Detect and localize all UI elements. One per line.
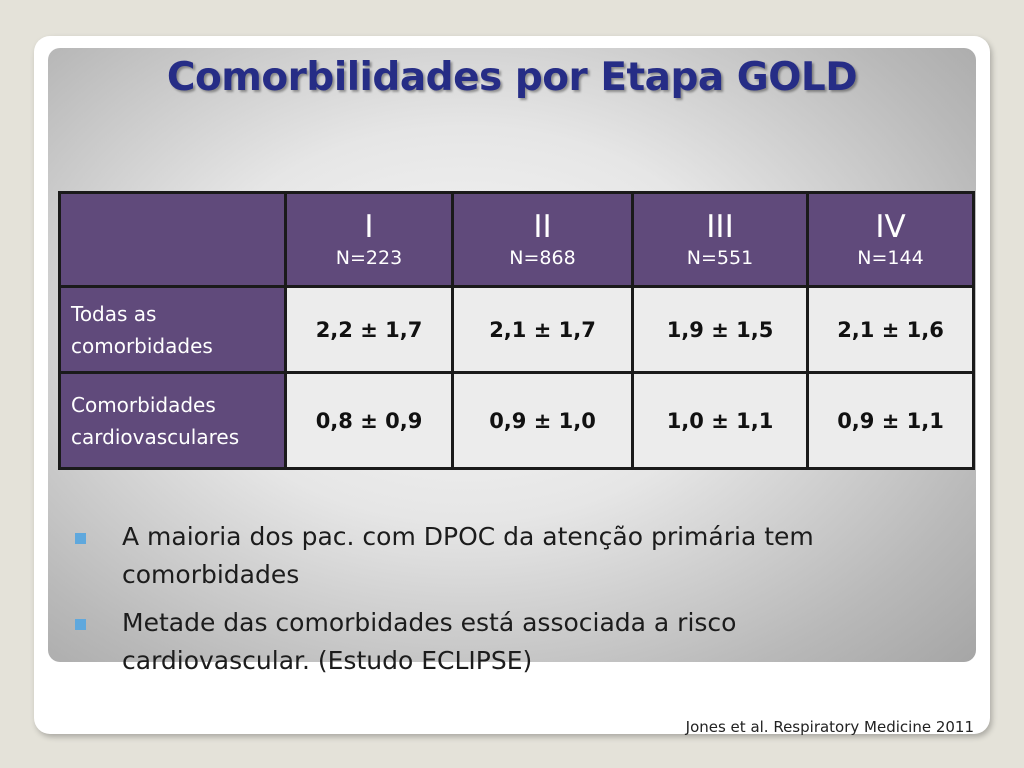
sample-size: N=868 xyxy=(509,246,576,269)
row-label: Todas as comorbidades xyxy=(58,285,287,374)
bullet-item: A maioria dos pac. com DPOC da atenção p… xyxy=(70,518,950,594)
row-label: Comorbidades cardiovasculares xyxy=(58,371,287,470)
sample-size: N=551 xyxy=(686,246,754,269)
column-header-stage-3: III N=551 xyxy=(631,191,809,288)
square-bullet-icon xyxy=(75,619,86,630)
table-cell: 0,9 ± 1,0 xyxy=(451,371,634,470)
table-header-row: I N=223 II N=868 III N=551 IV N=144 xyxy=(58,191,975,288)
stage-label: II xyxy=(533,208,552,245)
slide-title: Comorbilidades por Etapa GOLD xyxy=(166,55,858,100)
column-header-stage-4: IV N=144 xyxy=(806,191,975,288)
comorbidity-table: I N=223 II N=868 III N=551 IV N=144 Toda… xyxy=(58,191,975,470)
bullet-text: Metade das comorbidades está associada a… xyxy=(122,608,737,637)
bullet-text: cardiovascular. (Estudo ECLIPSE) xyxy=(122,646,533,675)
table-cell: 0,8 ± 0,9 xyxy=(284,371,454,470)
square-bullet-icon xyxy=(75,533,86,544)
table-row-all-comorbidities: Todas as comorbidades 2,2 ± 1,7 2,1 ± 1,… xyxy=(58,285,975,374)
bullet-item: Metade das comorbidades está associada a… xyxy=(70,604,950,680)
bullet-list: A maioria dos pac. com DPOC da atenção p… xyxy=(70,518,950,690)
stage-label: III xyxy=(706,208,734,245)
bullet-text: A maioria dos pac. com DPOC da atenção p… xyxy=(122,522,814,551)
row-label-line: Comorbidades xyxy=(71,392,216,417)
row-label-line: cardiovasculares xyxy=(71,424,240,449)
table-corner-cell xyxy=(58,191,287,288)
stage-label: IV xyxy=(875,208,906,245)
row-label-line: Todas as xyxy=(71,301,157,326)
sample-size: N=144 xyxy=(857,246,924,269)
sample-size: N=223 xyxy=(335,246,403,269)
table-cell: 0,9 ± 1,1 xyxy=(806,371,975,470)
row-label-line: comorbidades xyxy=(71,333,213,358)
column-header-stage-1: I N=223 xyxy=(284,191,454,288)
table-cell: 2,1 ± 1,7 xyxy=(451,285,634,374)
citation: Jones et al. Respiratory Medicine 2011 xyxy=(685,718,974,736)
column-header-stage-2: II N=868 xyxy=(451,191,634,288)
table-row-cardiovascular: Comorbidades cardiovasculares 0,8 ± 0,9 … xyxy=(58,371,975,470)
bullet-text: comorbidades xyxy=(122,560,300,589)
table-cell: 1,0 ± 1,1 xyxy=(631,371,809,470)
table-cell: 1,9 ± 1,5 xyxy=(631,285,809,374)
table-cell: 2,1 ± 1,6 xyxy=(806,285,975,374)
table-cell: 2,2 ± 1,7 xyxy=(284,285,454,374)
stage-label: I xyxy=(364,208,374,245)
